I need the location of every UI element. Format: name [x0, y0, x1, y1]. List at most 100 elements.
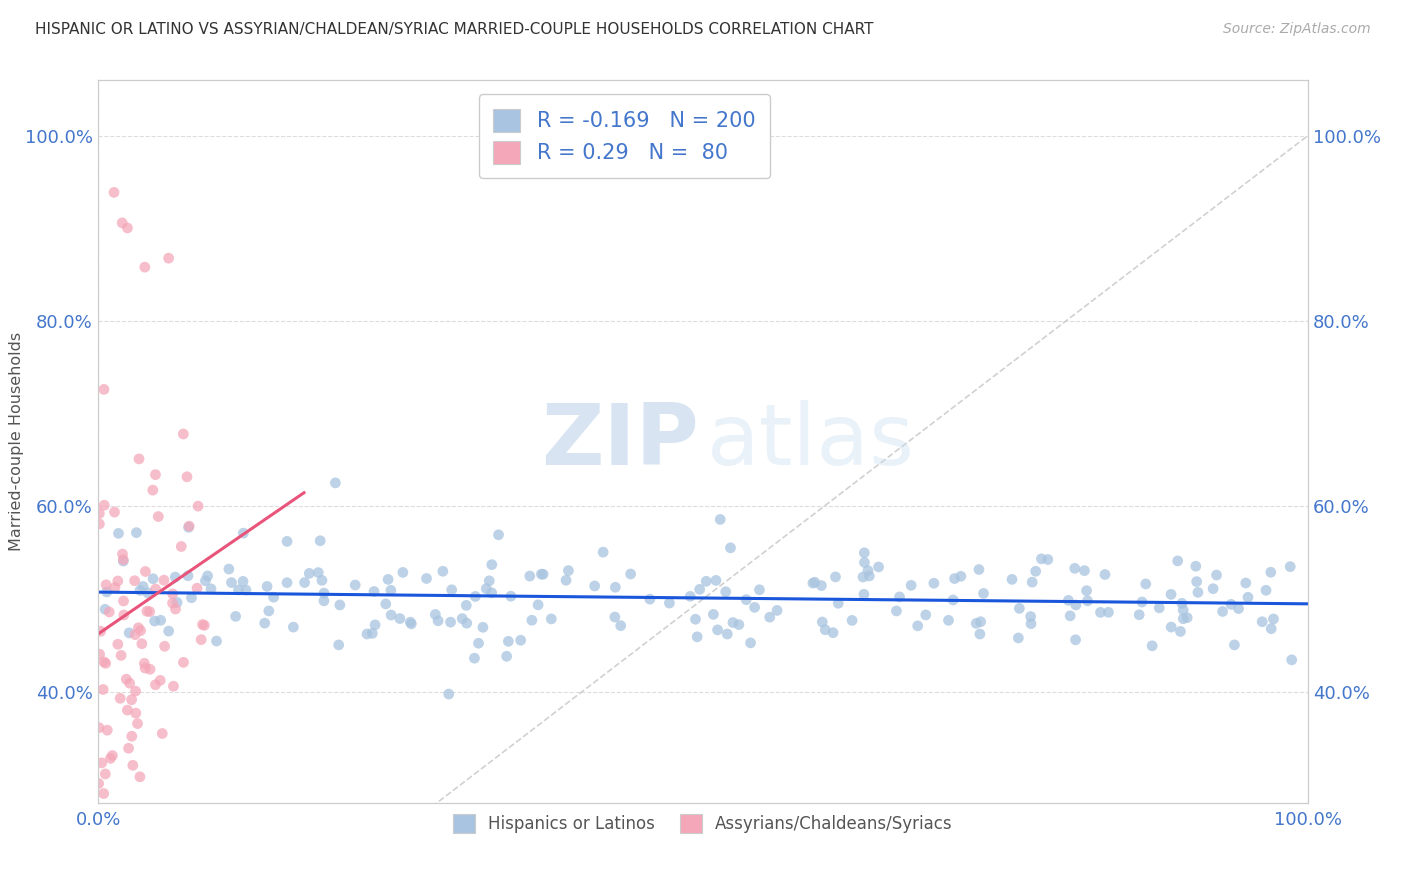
- Point: [111, 547, 134, 561]
- Point: [498, 634, 520, 648]
- Point: [824, 570, 846, 584]
- Point: [464, 590, 486, 604]
- Point: [638, 592, 661, 607]
- Point: [129, 770, 152, 784]
- Point: [325, 475, 347, 490]
- Point: [1167, 554, 1189, 568]
- Point: [1205, 568, 1227, 582]
- Point: [686, 630, 709, 644]
- Point: [1279, 559, 1302, 574]
- Point: [1260, 622, 1282, 636]
- Point: [329, 598, 352, 612]
- Point: [179, 519, 201, 533]
- Point: [309, 533, 332, 548]
- Point: [177, 520, 200, 534]
- Point: [103, 505, 125, 519]
- Point: [1237, 591, 1260, 605]
- Point: [740, 636, 762, 650]
- Point: [263, 591, 285, 605]
- Point: [134, 260, 156, 274]
- Point: [735, 592, 758, 607]
- Point: [94, 602, 117, 616]
- Point: [969, 615, 991, 629]
- Point: [392, 566, 415, 580]
- Point: [803, 575, 825, 590]
- Point: [1090, 606, 1112, 620]
- Point: [235, 582, 257, 597]
- Point: [127, 716, 149, 731]
- Point: [356, 627, 378, 641]
- Point: [256, 579, 278, 593]
- Point: [276, 534, 298, 549]
- Point: [142, 483, 165, 497]
- Point: [107, 526, 129, 541]
- Point: [1076, 594, 1098, 608]
- Point: [225, 609, 247, 624]
- Text: Source: ZipAtlas.com: Source: ZipAtlas.com: [1223, 22, 1371, 37]
- Point: [307, 566, 329, 580]
- Point: [177, 569, 200, 583]
- Text: ZIP: ZIP: [541, 400, 699, 483]
- Point: [527, 598, 550, 612]
- Point: [118, 625, 141, 640]
- Point: [200, 582, 222, 596]
- Point: [142, 572, 165, 586]
- Point: [298, 566, 321, 581]
- Point: [157, 251, 180, 265]
- Point: [149, 673, 172, 688]
- Point: [475, 582, 498, 596]
- Point: [121, 758, 143, 772]
- Point: [104, 581, 127, 595]
- Point: [478, 574, 501, 588]
- Point: [415, 572, 437, 586]
- Point: [1021, 575, 1043, 590]
- Point: [531, 567, 554, 582]
- Point: [312, 586, 335, 600]
- Point: [148, 509, 170, 524]
- Point: [1234, 576, 1257, 591]
- Point: [112, 594, 135, 608]
- Point: [495, 649, 517, 664]
- Point: [377, 573, 399, 587]
- Point: [706, 623, 728, 637]
- Point: [89, 647, 111, 661]
- Point: [205, 634, 228, 648]
- Point: [1128, 607, 1150, 622]
- Point: [90, 756, 112, 770]
- Point: [186, 581, 208, 595]
- Point: [134, 657, 156, 671]
- Point: [858, 569, 880, 583]
- Point: [138, 605, 160, 619]
- Point: [1227, 601, 1250, 615]
- Point: [463, 651, 485, 665]
- Point: [328, 638, 350, 652]
- Point: [709, 512, 731, 526]
- Point: [1254, 583, 1277, 598]
- Point: [93, 655, 115, 669]
- Point: [969, 627, 991, 641]
- Point: [93, 787, 115, 801]
- Point: [100, 751, 122, 765]
- Point: [721, 615, 744, 630]
- Point: [149, 613, 172, 627]
- Point: [118, 676, 141, 690]
- Point: [294, 575, 316, 590]
- Point: [94, 657, 117, 671]
- Point: [440, 582, 463, 597]
- Point: [704, 574, 727, 588]
- Point: [364, 618, 387, 632]
- Point: [689, 582, 711, 597]
- Point: [374, 597, 396, 611]
- Point: [1173, 603, 1195, 617]
- Point: [437, 687, 460, 701]
- Point: [744, 600, 766, 615]
- Point: [101, 748, 124, 763]
- Point: [131, 637, 153, 651]
- Point: [108, 691, 131, 706]
- Point: [456, 616, 478, 631]
- Point: [620, 566, 643, 581]
- Point: [134, 661, 156, 675]
- Point: [727, 617, 749, 632]
- Point: [124, 628, 146, 642]
- Point: [363, 584, 385, 599]
